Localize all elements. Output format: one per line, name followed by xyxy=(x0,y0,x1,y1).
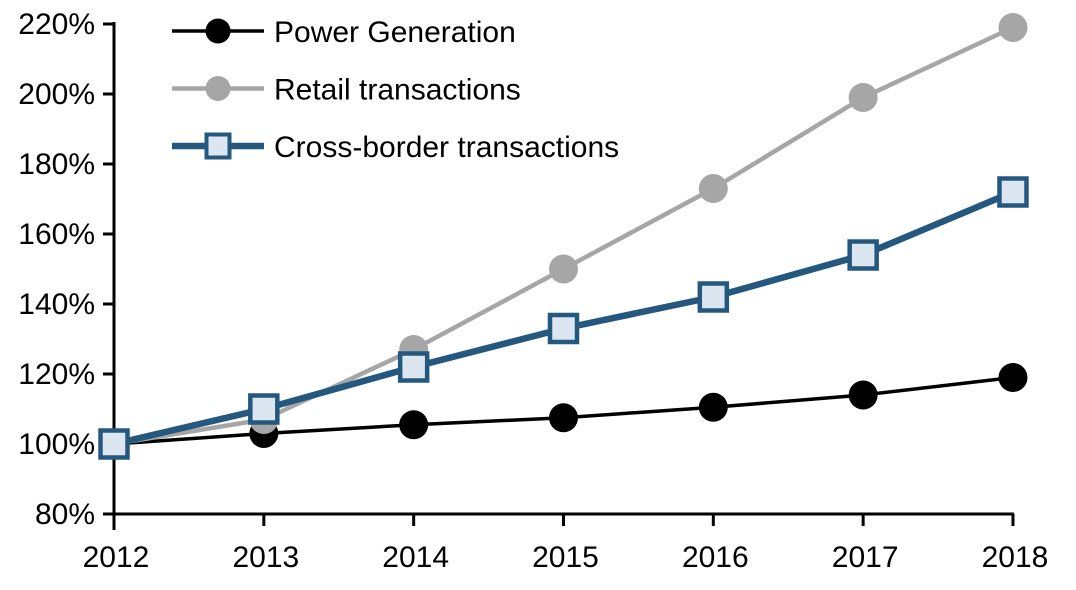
legend-item-retail-transactions: Retail transactions xyxy=(172,74,521,107)
x-axis-tick-label: 2018 xyxy=(982,541,1049,574)
x-axis-tick-label: 2015 xyxy=(532,541,599,574)
legend-item-cross-border-transactions: Cross-border transactions xyxy=(172,131,619,164)
x-axis-tick-label: 2013 xyxy=(232,541,299,574)
data-point-marker xyxy=(998,13,1028,42)
legend-square-marker-icon xyxy=(204,132,232,160)
series-cross-border-transactions xyxy=(98,176,1029,460)
data-point-marker xyxy=(397,351,430,383)
x-axis-tick-label: 2017 xyxy=(832,541,899,574)
y-axis-tick-label: 160% xyxy=(18,218,95,251)
data-point-marker xyxy=(998,363,1028,392)
x-axis-tick-label: 2012 xyxy=(83,541,150,574)
series-power-generation xyxy=(99,363,1028,459)
axis-labels: 80% 100% 120% 140% 160% 180% 200% 220% 2012 2013 2… xyxy=(18,8,1048,574)
x-axis-tick-label: 2016 xyxy=(682,541,749,574)
data-point-marker xyxy=(697,281,730,313)
y-axis-tick-label: 140% xyxy=(18,288,95,321)
data-point-marker xyxy=(848,380,878,410)
data-point-marker xyxy=(548,403,578,433)
y-axis-tick-label: 100% xyxy=(18,428,95,461)
y-axis-tick-label: 120% xyxy=(18,358,95,391)
data-point-marker xyxy=(98,428,130,460)
legend-item-power-generation: Power Generation xyxy=(172,16,516,49)
legend: Power Generation Retail transactions Cross… xyxy=(172,16,619,164)
legend-label: Retail transactions xyxy=(274,74,521,107)
y-axis-tick-label: 180% xyxy=(18,148,95,181)
data-point-marker xyxy=(848,83,878,112)
legend-label: Cross-border transactions xyxy=(274,131,619,164)
y-axis-tick-label: 200% xyxy=(18,78,95,111)
data-point-marker xyxy=(547,312,580,345)
y-axis-tick-label: 220% xyxy=(18,8,95,41)
data-point-marker xyxy=(248,393,280,425)
legend-label: Power Generation xyxy=(274,16,516,49)
x-axis-tick-label: 2014 xyxy=(382,541,449,574)
y-axis-tick-label: 80% xyxy=(35,498,95,531)
data-point-marker xyxy=(399,410,429,440)
data-point-marker xyxy=(997,176,1029,208)
data-point-marker xyxy=(847,239,879,271)
legend-circle-marker-icon xyxy=(205,18,231,44)
legend-circle-marker-icon xyxy=(205,76,231,101)
data-point-marker xyxy=(698,174,728,203)
data-point-marker xyxy=(548,254,578,284)
data-point-marker xyxy=(698,392,728,422)
